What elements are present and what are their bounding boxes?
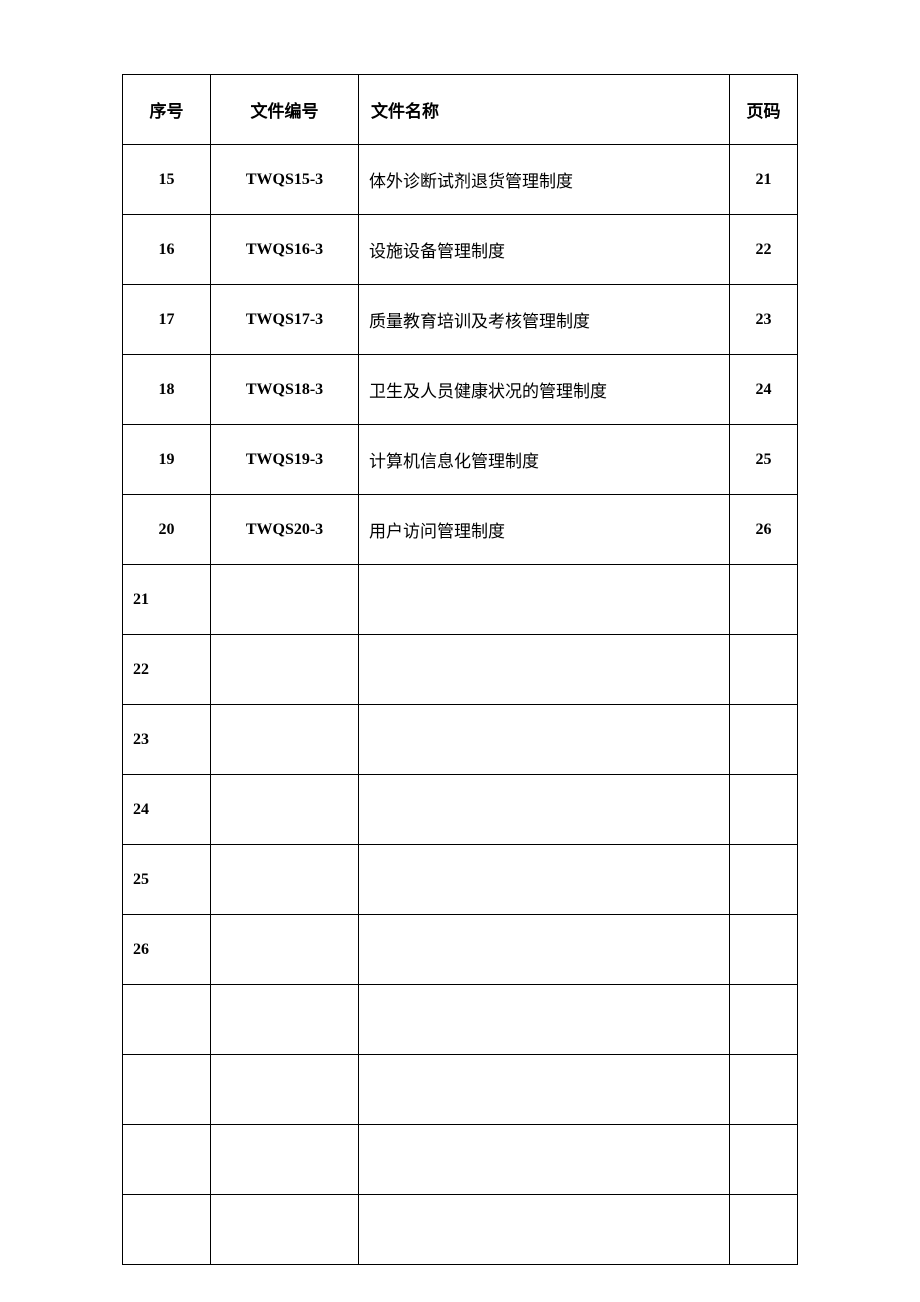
table-row: 19 TWQS19-3 计算机信息化管理制度 25 (123, 425, 798, 495)
cell-page: 23 (730, 285, 798, 355)
document-index-table: 序号 文件编号 文件名称 页码 15 TWQS15-3 体外诊断试剂退货管理制度… (122, 74, 798, 1265)
cell-name: 质量教育培训及考核管理制度 (359, 285, 730, 355)
table-row: 22 (123, 635, 798, 705)
table-row: 20 TWQS20-3 用户访问管理制度 26 (123, 495, 798, 565)
table-row (123, 1195, 798, 1265)
cell-seq: 16 (123, 215, 211, 285)
cell-page (730, 635, 798, 705)
cell-page (730, 705, 798, 775)
table-row (123, 1055, 798, 1125)
cell-seq: 24 (123, 775, 211, 845)
cell-code (211, 705, 359, 775)
cell-page: 21 (730, 145, 798, 215)
cell-code: TWQS17-3 (211, 285, 359, 355)
cell-seq (123, 1055, 211, 1125)
cell-page: 26 (730, 495, 798, 565)
cell-page (730, 1195, 798, 1265)
cell-name (359, 1055, 730, 1125)
cell-seq: 19 (123, 425, 211, 495)
cell-code (211, 635, 359, 705)
table-body: 15 TWQS15-3 体外诊断试剂退货管理制度 21 16 TWQS16-3 … (123, 145, 798, 1265)
cell-seq: 15 (123, 145, 211, 215)
cell-code (211, 915, 359, 985)
cell-page: 25 (730, 425, 798, 495)
cell-seq: 20 (123, 495, 211, 565)
cell-seq (123, 1195, 211, 1265)
cell-code (211, 985, 359, 1055)
header-name: 文件名称 (359, 75, 730, 145)
cell-code (211, 845, 359, 915)
cell-seq: 21 (123, 565, 211, 635)
header-page: 页码 (730, 75, 798, 145)
cell-seq: 17 (123, 285, 211, 355)
table-row: 26 (123, 915, 798, 985)
cell-seq (123, 1125, 211, 1195)
cell-name (359, 915, 730, 985)
table-row (123, 985, 798, 1055)
table-row: 17 TWQS17-3 质量教育培训及考核管理制度 23 (123, 285, 798, 355)
cell-seq: 25 (123, 845, 211, 915)
cell-seq: 26 (123, 915, 211, 985)
table-row: 21 (123, 565, 798, 635)
cell-name (359, 775, 730, 845)
cell-seq (123, 985, 211, 1055)
cell-name (359, 985, 730, 1055)
cell-page: 22 (730, 215, 798, 285)
cell-name: 设施设备管理制度 (359, 215, 730, 285)
cell-code: TWQS20-3 (211, 495, 359, 565)
cell-page (730, 915, 798, 985)
table-row: 24 (123, 775, 798, 845)
header-seq: 序号 (123, 75, 211, 145)
cell-name (359, 845, 730, 915)
table-row: 15 TWQS15-3 体外诊断试剂退货管理制度 21 (123, 145, 798, 215)
header-code: 文件编号 (211, 75, 359, 145)
cell-seq: 23 (123, 705, 211, 775)
cell-code: TWQS16-3 (211, 215, 359, 285)
cell-name: 卫生及人员健康状况的管理制度 (359, 355, 730, 425)
cell-name: 计算机信息化管理制度 (359, 425, 730, 495)
table-row: 18 TWQS18-3 卫生及人员健康状况的管理制度 24 (123, 355, 798, 425)
cell-name: 体外诊断试剂退货管理制度 (359, 145, 730, 215)
table-row: 25 (123, 845, 798, 915)
cell-seq: 18 (123, 355, 211, 425)
cell-code (211, 775, 359, 845)
cell-code (211, 565, 359, 635)
cell-page (730, 1055, 798, 1125)
cell-code (211, 1055, 359, 1125)
table-row: 23 (123, 705, 798, 775)
cell-name (359, 565, 730, 635)
cell-name (359, 1125, 730, 1195)
cell-code: TWQS18-3 (211, 355, 359, 425)
cell-page (730, 845, 798, 915)
cell-name: 用户访问管理制度 (359, 495, 730, 565)
cell-seq: 22 (123, 635, 211, 705)
cell-page (730, 985, 798, 1055)
cell-name (359, 705, 730, 775)
table-row: 16 TWQS16-3 设施设备管理制度 22 (123, 215, 798, 285)
cell-page (730, 1125, 798, 1195)
cell-code: TWQS15-3 (211, 145, 359, 215)
cell-page: 24 (730, 355, 798, 425)
cell-code: TWQS19-3 (211, 425, 359, 495)
cell-code (211, 1195, 359, 1265)
cell-name (359, 635, 730, 705)
cell-code (211, 1125, 359, 1195)
cell-name (359, 1195, 730, 1265)
cell-page (730, 565, 798, 635)
table-row (123, 1125, 798, 1195)
table-header-row: 序号 文件编号 文件名称 页码 (123, 75, 798, 145)
cell-page (730, 775, 798, 845)
